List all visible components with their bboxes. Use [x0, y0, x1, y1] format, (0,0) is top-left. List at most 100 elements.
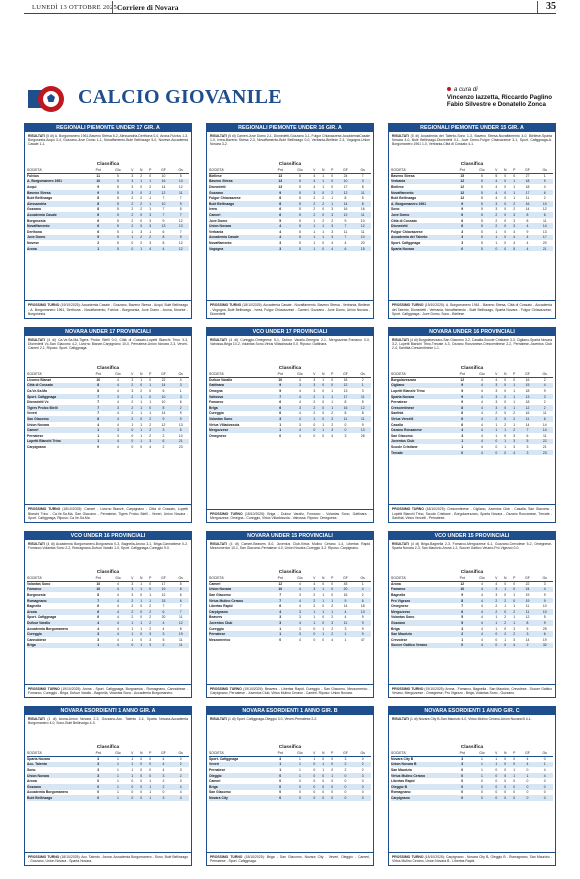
table-row: Fomarco 6 4 2 0 1 8 5 — [209, 399, 371, 405]
table-cell: Arona — [27, 608, 89, 615]
table-cell: 5 — [481, 240, 483, 245]
results-label: RISULTATI — [392, 542, 409, 546]
table-cell: 18 — [360, 604, 365, 609]
column-header: N — [136, 168, 146, 174]
table-cell: 0 — [149, 174, 152, 179]
table-cell: 0 — [461, 790, 464, 795]
table-cell: Omegnese — [209, 433, 227, 438]
table-cell: 3 — [526, 444, 529, 449]
table-cell: 4 — [154, 245, 173, 252]
column-header: Gio — [107, 372, 128, 378]
table-cell: Sono — [391, 207, 400, 212]
table-cell: 16 — [336, 404, 355, 411]
table-cell: 3 — [289, 404, 310, 411]
table-cell: 12 — [525, 615, 530, 620]
table-cell: 13 — [542, 229, 547, 234]
table-row: Union Novara 4 4 1 1 2 12 13 — [27, 422, 189, 428]
table-cell: 4 — [471, 608, 492, 615]
table-cell: 0 — [322, 433, 325, 438]
table-cell: 0 — [145, 404, 155, 411]
next-round-label: PROSSIMO TURNO — [392, 507, 424, 512]
table-cell: 4 — [481, 604, 483, 609]
column-header: SOCIETA' — [209, 372, 271, 378]
column-header: GF — [154, 576, 173, 582]
table-cell: 0 — [322, 207, 325, 212]
table-cell: 9 — [452, 200, 472, 207]
table-cell: 4 — [481, 615, 483, 620]
table-cell: 3 — [179, 779, 182, 784]
table-cell: 3 — [279, 240, 282, 245]
table-cell: 1 — [309, 223, 319, 229]
column-header: GF — [518, 751, 537, 757]
table-cell: 2 — [162, 433, 165, 438]
table-row: Città di Cossato 6 5 2 0 3 8 11 — [391, 218, 553, 224]
table-cell: Cureggio — [209, 626, 224, 631]
table-cell: 17 — [536, 234, 553, 241]
table-cell: 3 — [145, 642, 155, 649]
table-cell: 0 — [136, 783, 146, 790]
table-cell: 4 — [154, 620, 173, 626]
table-cell: 0 — [327, 795, 337, 801]
table-cell: 3 — [461, 240, 464, 245]
table-cell: 12 — [154, 189, 173, 196]
table-cell: 1 — [509, 393, 519, 400]
table-cell: 5 — [107, 200, 128, 207]
table-cell: 3 — [327, 427, 337, 433]
table-cell: 9 — [536, 597, 553, 604]
table-cell: 1 — [279, 767, 282, 772]
table-cell: 4 — [543, 184, 546, 189]
table-row: Libertas Rapid 0 0 0 0 0 0 0 — [391, 778, 553, 784]
table-cell: 0 — [504, 582, 507, 587]
table-cell: Juventus Club — [209, 620, 271, 626]
table-cell: 0 — [149, 378, 152, 383]
standings-box: NOVARA UNDER 16 PROVINCIALI RISULTATI (4 … — [388, 327, 556, 523]
table-cell: 6 — [172, 427, 189, 433]
table-cell: 5 — [471, 189, 492, 196]
table-cell: 4 — [299, 433, 301, 438]
standings-table: SOCIETA' Pnt Gio V N P GF Gs Baveno Stresa 15 5 5 0 0… — [391, 168, 553, 252]
standings-table: SOCIETA' Pnt Gio V N P GF Gs Dufour Varallo 10 4 3 1… — [209, 372, 371, 439]
table-cell: 0 — [97, 790, 100, 795]
table-row: Cigliano 9 4 3 0 1 15 4 — [391, 382, 553, 389]
table-cell: 2 — [154, 642, 173, 649]
table-cell: 1 — [131, 422, 134, 427]
table-row: Bulé Bellinzago 0 1 0 0 1 3 4 — [27, 795, 189, 801]
column-header: V — [309, 372, 319, 378]
table-cell: Pernatese — [209, 767, 226, 772]
table-cell: 0 — [452, 795, 472, 801]
standings-box: REGIONALI PIEMONTE UNDER 17 GIR. A RISULT… — [24, 123, 192, 319]
table-cell: 11 — [354, 189, 371, 196]
table-cell: 6 — [97, 218, 100, 223]
table-cell: 8 — [97, 207, 100, 212]
table-cell: 1 — [491, 234, 501, 241]
table-cell: 0 — [149, 757, 152, 762]
table-cell: 0 — [322, 615, 325, 620]
table-cell: 1 — [536, 761, 553, 768]
table-cell: 12 — [336, 212, 355, 218]
table-cell: 3 — [149, 240, 152, 245]
table-cell: 4 — [344, 240, 347, 245]
table-cell: 0 — [481, 779, 483, 784]
table-cell: 4 — [518, 245, 537, 252]
table-cell: 3 — [270, 620, 290, 626]
table-cell: 2 — [131, 400, 134, 405]
table-row: Novaffamento 6 5 2 0 3 13 13 — [27, 223, 189, 229]
table-cell: 11 — [96, 174, 101, 179]
next-round-body: (18/10/2025): Briga - San Giacomo, Novar… — [210, 854, 370, 863]
table-cell: 3 — [491, 586, 501, 593]
table-cell: 45 — [343, 582, 348, 587]
table-cell: 2 — [504, 422, 507, 427]
table-cell: 4 — [107, 416, 128, 422]
standings-table: SOCIETA' Pnt Gio V N P GF Gs Borgolavezzaro 12 4 4 0… — [391, 372, 553, 456]
table-cell: Soccer Gattico Verano — [391, 642, 453, 649]
table-cell: 12 — [172, 245, 189, 252]
table-cell: 1 — [149, 779, 152, 784]
table-cell: 0 — [500, 642, 510, 649]
table-cell: 5 — [481, 207, 483, 212]
table-cell: 1 — [322, 626, 325, 631]
column-header: SOCIETA' — [209, 576, 271, 582]
column-header: Pnt — [88, 576, 108, 582]
table-cell: 4 — [526, 757, 529, 762]
table-cell: 1 — [452, 438, 472, 445]
table-cell: 0 — [331, 378, 334, 383]
